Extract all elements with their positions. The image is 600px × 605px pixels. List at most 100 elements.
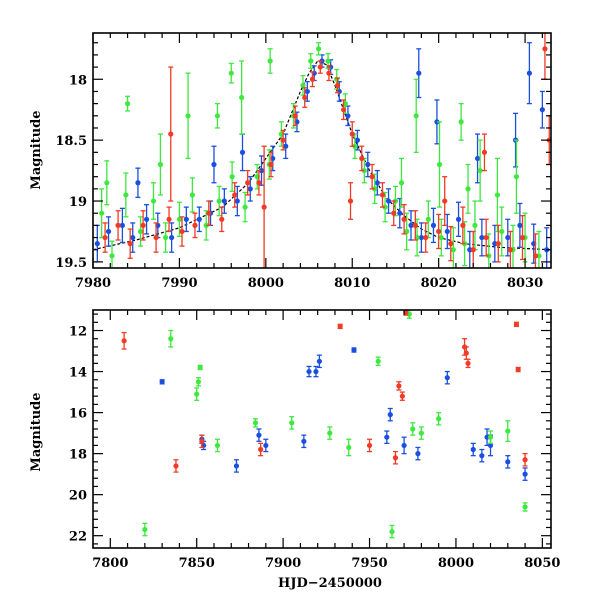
data-point	[283, 143, 289, 149]
bottom-panel-green-point-8	[346, 438, 352, 457]
bottom-panel-x-tick-label-2: 7900	[265, 556, 301, 571]
data-point	[442, 198, 448, 204]
top-panel-green-point-53	[494, 157, 501, 233]
top-panel-red-point-32	[460, 206, 466, 245]
bottom-panel-y-tick-label-5: 22	[69, 530, 87, 545]
data-point	[345, 113, 351, 119]
data-point	[408, 222, 414, 228]
data-point	[256, 180, 262, 186]
data-point	[361, 167, 367, 174]
top-panel-green-point-34	[486, 233, 492, 268]
bottom-panel-blue-point-21	[522, 467, 528, 481]
data-point	[211, 161, 217, 168]
top-panel-blue-point-31	[444, 213, 450, 250]
top-panel-red-point-17	[309, 71, 316, 88]
data-point	[313, 368, 319, 375]
bottom-panel-green-point-1	[168, 329, 174, 348]
data-point	[477, 167, 483, 174]
data-point	[460, 222, 466, 228]
bottom-panel-y-tick-label-2: 16	[69, 407, 87, 422]
data-point	[522, 504, 528, 510]
top-panel-red-point-20	[334, 77, 341, 94]
data-point	[267, 58, 273, 64]
top-panel-blue-point-32	[455, 201, 462, 237]
data-point	[301, 438, 307, 444]
data-point	[216, 198, 222, 204]
bottom-panel-series-red	[121, 310, 528, 473]
top-panel-blue-point-28	[408, 210, 414, 241]
data-point	[115, 222, 121, 228]
data-point	[401, 216, 407, 222]
top-panel-red-point-1	[115, 210, 121, 241]
top-panel-red-point-15	[292, 105, 298, 127]
data-point	[197, 364, 203, 371]
top-panel-green-point-16	[300, 74, 306, 96]
data-point	[247, 186, 253, 192]
bottom-y-axis-label: Magnitude	[29, 392, 44, 471]
top-panel-red-point-40	[261, 145, 267, 268]
top-panel-green-point-9	[216, 185, 222, 217]
bottom-panel-green-point-18	[214, 438, 221, 453]
top-panel-red-point-16	[302, 87, 308, 108]
bottom-panel-ticks	[92, 310, 551, 548]
top-panel-blue-point-25	[374, 169, 380, 196]
data-point	[413, 113, 419, 119]
top-panel-green-point-10	[229, 161, 235, 192]
top-panel-blue-point-42	[239, 133, 246, 172]
data-point	[268, 161, 274, 168]
data-point	[398, 180, 405, 186]
data-point	[242, 204, 248, 210]
top-panel-blue-point-8	[196, 206, 202, 233]
top-panel-green-point-39	[104, 160, 110, 206]
top-panel-green-point-50	[458, 102, 464, 141]
bottom-panel-y-tick-label-4: 20	[69, 489, 87, 504]
top-panel-green-point-7	[189, 177, 195, 213]
top-panel-blue-point-41	[211, 145, 217, 184]
top-panel-green-point-5	[162, 222, 169, 253]
bottom-panel-red-point-4	[337, 323, 343, 330]
data-point	[153, 234, 159, 241]
bottom-panel-blue-point-17	[479, 448, 485, 463]
top-panel-x-tick-label-2: 8000	[248, 276, 284, 291]
data-point	[483, 234, 489, 241]
data-point	[465, 186, 471, 192]
bottom-panel-green-point-3	[195, 377, 202, 387]
top-panel-red-point-2	[127, 228, 133, 259]
top-panel-red-point-41	[347, 182, 354, 220]
data-point	[104, 180, 110, 186]
top-panel-red-point-4	[153, 222, 159, 253]
data-point	[522, 457, 528, 463]
bottom-panel-green-point-4	[197, 364, 203, 371]
data-point	[162, 234, 169, 241]
bottom-panel-blue-point-9	[316, 354, 323, 369]
top-panel-red-point-38	[532, 233, 539, 268]
top-panel-red-point-5	[166, 206, 172, 233]
bottom-panel-x-tick-label-5: 8050	[524, 556, 560, 571]
bottom-panel-red-point-3	[258, 442, 264, 457]
data-point	[472, 222, 478, 228]
data-point	[351, 347, 357, 353]
top-panel-red-point-33	[470, 230, 476, 268]
data-point	[481, 149, 488, 155]
data-point	[430, 222, 437, 228]
bottom-panel-x-tick-label-3: 7950	[351, 556, 387, 571]
data-point	[366, 442, 373, 449]
data-point	[308, 58, 314, 64]
top-panel-green-point-3	[137, 216, 144, 247]
bottom-panel-blue-point-20	[505, 455, 511, 469]
bottom-panel-blue-point-13	[401, 436, 407, 455]
bottom-panel-blue-point-8	[313, 365, 319, 378]
top-panel-blue-point-47	[526, 42, 532, 105]
data-point	[396, 383, 402, 389]
data-point	[300, 82, 306, 88]
data-point	[372, 186, 378, 192]
bottom-panel-plot-area	[121, 310, 528, 539]
data-point	[232, 192, 238, 198]
top-panel-blue-point-30	[430, 207, 437, 244]
top-panel-plot-area	[93, 33, 551, 268]
top-panel-red-point-22	[349, 121, 355, 147]
data-point	[542, 46, 548, 52]
bottom-panel: 7800 7850 7900 7950 8000 8050 12 14 16 18 20 22	[69, 309, 560, 571]
data-point	[418, 430, 424, 436]
bottom-panel-green-point-14	[436, 411, 442, 426]
